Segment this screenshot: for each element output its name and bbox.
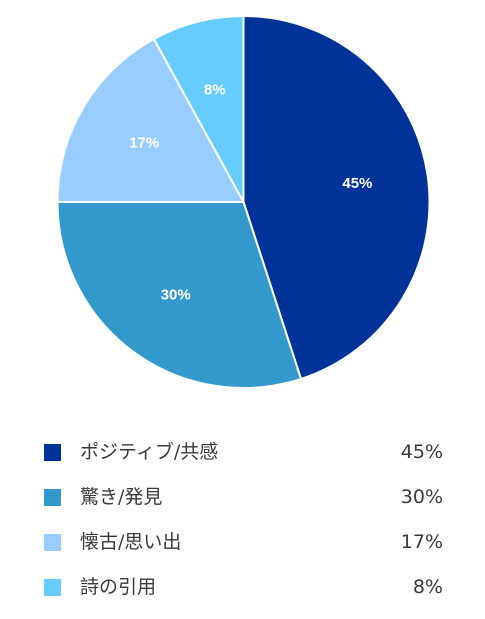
slice-value-label: 30% <box>161 286 191 303</box>
pie-slice-positive <box>242 14 431 381</box>
pie-chart: 45% 30% 17% 8% <box>56 14 431 389</box>
legend-label: 驚き/発見 <box>80 486 163 508</box>
legend-label: ポジティブ/共感 <box>80 441 219 463</box>
legend-swatch <box>44 489 61 506</box>
slice-value-label: 17% <box>129 134 159 151</box>
slice-value-label: 45% <box>342 175 372 192</box>
legend-label: 懐古/思い出 <box>80 531 182 553</box>
legend-item-poem-quote: 詩の引用 8% <box>40 568 443 613</box>
legend-value: 30% <box>400 486 443 508</box>
legend-label: 詩の引用 <box>80 576 157 598</box>
pie-slice-surprise <box>56 201 303 389</box>
pie-slice-nostalgia <box>56 37 246 203</box>
pie-slices <box>56 14 431 389</box>
legend-item-nostalgia: 懐古/思い出 17% <box>40 523 443 568</box>
legend-swatch <box>44 534 61 551</box>
legend-value: 45% <box>400 441 443 463</box>
legend-item-positive: ポジティブ/共感 45% <box>40 433 443 478</box>
chart-legend: ポジティブ/共感 45% 驚き/発見 30% 懐古/思い出 17% 詩の引用 8… <box>40 433 443 613</box>
pie-chart-svg: 45% 30% 17% 8% <box>56 14 431 389</box>
legend-value: 17% <box>400 531 443 553</box>
legend-swatch <box>44 444 61 461</box>
legend-swatch <box>44 579 61 596</box>
pie-slice-poem-quote <box>152 14 245 203</box>
legend-value: 8% <box>412 576 443 598</box>
legend-item-surprise: 驚き/発見 30% <box>40 478 443 523</box>
slice-value-label: 8% <box>204 81 226 98</box>
pie-slice-labels: 45% 30% 17% 8% <box>129 81 372 303</box>
